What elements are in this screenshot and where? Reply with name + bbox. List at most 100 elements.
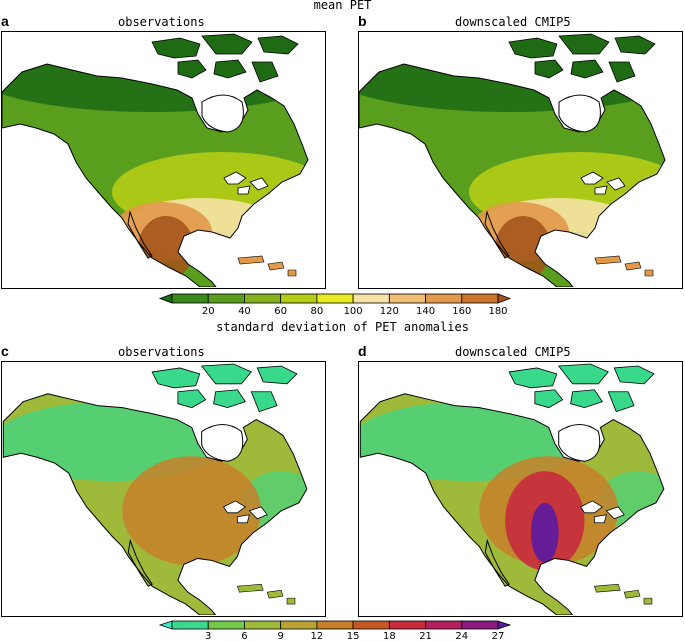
colorbar-swatch bbox=[497, 293, 512, 304]
great-lake bbox=[237, 185, 251, 195]
colorbar-tick-label: 120 bbox=[380, 306, 399, 316]
arctic-island bbox=[201, 33, 253, 55]
colorbar-swatch bbox=[352, 293, 390, 304]
colorbar-tick-label: 21 bbox=[419, 631, 432, 641]
arctic-island bbox=[508, 367, 558, 389]
arctic-island bbox=[613, 365, 655, 385]
arctic-island bbox=[608, 61, 636, 83]
map-panel-a bbox=[1, 31, 326, 289]
colorbar-swatch bbox=[244, 293, 282, 304]
arctic-island bbox=[251, 61, 279, 83]
coastline bbox=[359, 393, 665, 615]
map-panel-c bbox=[1, 361, 326, 617]
map-d-svg bbox=[359, 363, 665, 615]
colorbar-tick-label: 18 bbox=[383, 631, 396, 641]
coastline bbox=[484, 210, 510, 259]
caribbean-island bbox=[623, 589, 641, 599]
great-lake bbox=[248, 506, 268, 520]
map-b-svg bbox=[359, 33, 666, 287]
caribbean-island bbox=[267, 261, 285, 271]
caribbean-island bbox=[287, 269, 297, 277]
colorbar-swatch bbox=[158, 293, 173, 304]
map-panel-d bbox=[358, 361, 683, 617]
colorbar-swatch bbox=[171, 620, 209, 630]
colorbar-tick-label: 9 bbox=[277, 631, 283, 641]
hudson-bay bbox=[558, 424, 601, 462]
coastline bbox=[2, 63, 309, 287]
arctic-island bbox=[151, 37, 201, 59]
caribbean-island bbox=[643, 597, 653, 605]
colorbar-tick-label: 12 bbox=[311, 631, 324, 641]
colorbar-tick-label: 80 bbox=[311, 306, 324, 316]
arctic-island bbox=[177, 389, 207, 409]
arctic-island bbox=[256, 365, 298, 385]
sd-map-d bbox=[359, 363, 665, 615]
colorbar-tick-label: 180 bbox=[488, 306, 507, 316]
hudson-bay bbox=[201, 424, 244, 462]
coastline bbox=[484, 538, 510, 587]
arctic-island bbox=[213, 389, 246, 409]
figure-title-mean: mean PET bbox=[313, 0, 372, 12]
colorbar-swatch bbox=[388, 620, 426, 630]
panel-a-letter: a bbox=[1, 13, 9, 29]
colorbar-tick-label: 160 bbox=[452, 306, 471, 316]
colorbar-tick-label: 24 bbox=[455, 631, 468, 641]
panel-c-title: observations bbox=[118, 345, 205, 359]
coastline bbox=[127, 210, 153, 259]
panel-b-title: downscaled CMIP5 bbox=[455, 15, 571, 29]
colorbar-swatch bbox=[171, 293, 209, 304]
coastline bbox=[127, 538, 153, 587]
arctic-island bbox=[614, 35, 656, 55]
arctic-island bbox=[557, 363, 609, 385]
arctic-island bbox=[558, 33, 610, 55]
panel-a-title: observations bbox=[118, 15, 205, 29]
panel-d-title: downscaled CMIP5 bbox=[455, 345, 571, 359]
great-lake bbox=[605, 506, 625, 520]
colorbar-tick-label: 20 bbox=[202, 306, 215, 316]
panel-b-letter: b bbox=[358, 13, 367, 29]
caribbean-island bbox=[286, 597, 296, 605]
colorbar-swatch bbox=[158, 620, 173, 630]
great-lake bbox=[222, 500, 247, 514]
colorbar-swatch bbox=[352, 620, 390, 630]
colorbar-mean: 20 40 60 80 100 120 140 160 180 bbox=[158, 293, 512, 316]
colorbar-tick-label: 60 bbox=[274, 306, 287, 316]
panel-d-letter: d bbox=[358, 343, 367, 359]
colorbar-tick-label: 100 bbox=[344, 306, 363, 316]
colorbar-swatch bbox=[316, 620, 354, 630]
arctic-island bbox=[570, 389, 603, 409]
caribbean-island bbox=[266, 589, 284, 599]
arctic-island bbox=[257, 35, 299, 55]
arctic-island bbox=[534, 59, 564, 79]
colorbar-tick-label: 40 bbox=[238, 306, 251, 316]
caribbean-island bbox=[624, 261, 642, 271]
great-lake bbox=[237, 514, 250, 524]
colorbar-swatch bbox=[244, 620, 282, 630]
map-panel-b bbox=[358, 31, 683, 289]
great-lake bbox=[223, 171, 247, 185]
colorbar-tick-label: 3 bbox=[205, 631, 211, 641]
map-c-svg bbox=[2, 363, 308, 615]
mean-map-b bbox=[359, 33, 666, 287]
colorbar-tick-label: 140 bbox=[416, 306, 435, 316]
caribbean-island bbox=[237, 255, 265, 265]
sd-map-c bbox=[2, 363, 308, 615]
arctic-island bbox=[213, 59, 247, 79]
great-lake bbox=[249, 177, 269, 191]
colorbar-swatch bbox=[207, 620, 245, 630]
colorbar-swatch bbox=[207, 293, 245, 304]
mean-map-a bbox=[2, 33, 309, 287]
figure-title-sd: standard deviation of PET anomalies bbox=[216, 320, 469, 334]
colorbar-swatch bbox=[388, 293, 426, 304]
coastline bbox=[2, 393, 308, 615]
arctic-island bbox=[570, 59, 604, 79]
colorbar-tick-label: 15 bbox=[347, 631, 360, 641]
colorbar-tick-label: 27 bbox=[492, 631, 505, 641]
arctic-island bbox=[200, 363, 252, 385]
great-lake bbox=[606, 177, 626, 191]
arctic-island bbox=[177, 59, 207, 79]
high-variability-shading bbox=[122, 456, 262, 566]
caribbean-island bbox=[594, 255, 622, 265]
panel-c-letter: c bbox=[1, 343, 9, 359]
colorbar-swatch bbox=[461, 620, 499, 630]
